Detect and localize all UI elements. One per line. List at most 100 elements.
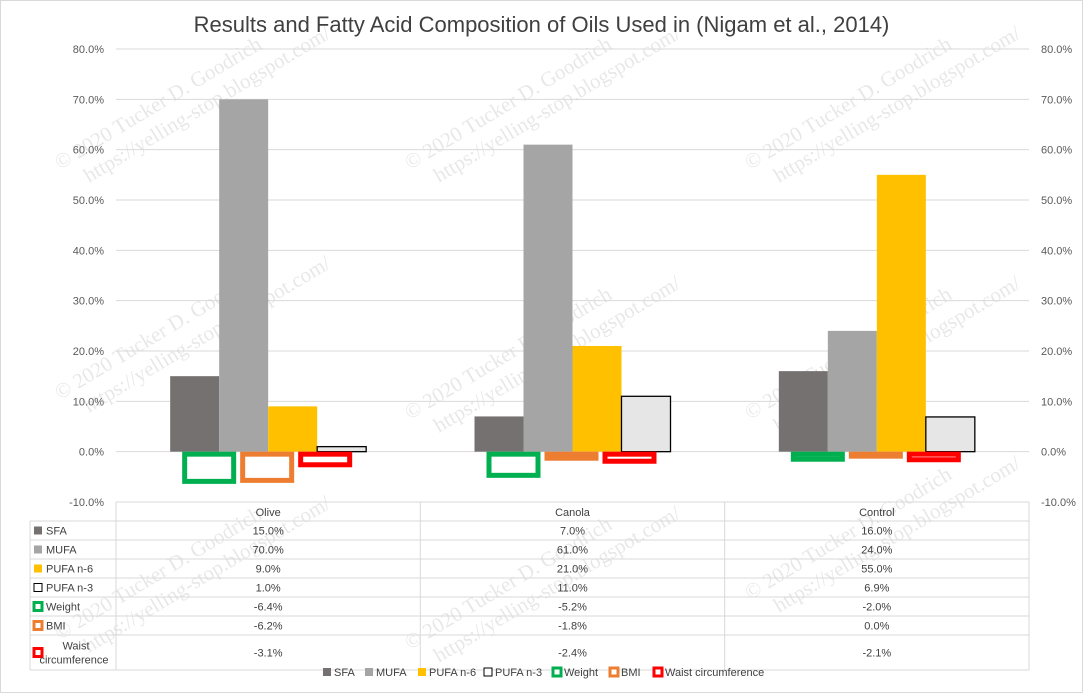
table-header-olive: Olive [256,507,281,519]
y2-tick-label: 80.0% [1041,44,1072,56]
legend-label-sfa: SFA [334,667,355,679]
watermark-text: © 2020 Tucker D. Goodrichhttps://yelling… [740,0,1024,197]
table-row-label-bmi: BMI [46,621,66,633]
y-tick-label: -10.0% [69,497,104,509]
bar-pufa-n-3-canola [620,395,672,453]
bar-sfa-control [778,371,828,452]
y-axis-right: -10.0% 0.0% 10.0% 20.0% 30.0% 40.0% 50.0% 60.0%… [1041,44,1076,509]
table-cell-waist-circumference-olive: -3.1% [254,648,283,660]
y2-tick-label: -10.0% [1041,497,1076,509]
y-axis-left: -10.0% 0.0% 10.0% 20.0% 30.0% 40.0% 50.0% 60.0%… [69,44,104,509]
y-tick-label: 0.0% [79,447,104,459]
y-tick-label: 40.0% [73,245,104,257]
table-cell-mufa-canola: 61.0% [557,545,588,557]
bar-bmi-control [848,451,903,459]
bar-sfa-olive [170,376,220,452]
legend-label-mufa: MUFA [376,667,407,679]
legend-key-pufa-n-3-table [33,583,43,592]
table-cell-weight-olive: -6.4% [254,602,283,614]
legend-label-pufa-n-6: PUFA n-6 [429,667,476,679]
legend-label-weight: Weight [564,667,598,679]
table-cell-sfa-control: 16.0% [861,526,892,538]
table-cell-mufa-control: 24.0% [861,545,892,557]
legend: SFA MUFA PUFA n-6 PUFA n-3 Weight BMI Waist ci… [323,666,764,679]
table-cell-pufa-n-6-olive: 9.0% [256,564,281,576]
chart-title: Results and Fatty Acid Composition of Oi… [193,12,890,37]
bar-mufa-control [827,330,877,452]
table-cell-pufa-n-6-canola: 21.0% [557,564,588,576]
bar-weight-control [790,451,845,462]
y-tick-label: 70.0% [73,94,104,106]
legend-key-waist-circumference-table [32,647,44,658]
bars [170,99,976,484]
table-cell-weight-canola: -5.2% [558,602,587,614]
table-cell-pufa-n-3-control: 6.9% [864,583,889,595]
legend-label-pufa-n-3: PUFA n-3 [495,667,542,679]
data-table: Olive Canola Control SFA 15.0% 7.0% 16.0% MUFA 7… [29,501,1030,671]
legend-key-waist-circumference [652,666,664,678]
y-tick-label: 60.0% [73,145,104,157]
legend-key-weight-table [32,601,44,612]
y2-tick-label: 70.0% [1041,94,1072,106]
bar-waist-circumference-control [906,451,961,463]
bar-mufa-canola [523,144,573,452]
table-header-canola: Canola [555,507,591,519]
table-cell-weight-control: -2.0% [862,602,891,614]
bar-sfa-canola [474,416,524,452]
bar-pufa-n-3-control [925,416,976,453]
y-tick-label: 80.0% [73,44,104,56]
legend-key-sfa [323,668,331,676]
table-row-label-sfa: SFA [46,526,67,538]
table-cell-pufa-n-6-control: 55.0% [861,564,892,576]
table-cell-bmi-canola: -1.8% [558,621,587,633]
y2-tick-label: 40.0% [1041,245,1072,257]
bar-bmi-canola [544,451,599,461]
y-tick-label: 10.0% [73,396,104,408]
legend-label-waist-circumference: Waist circumference [665,667,764,679]
y2-tick-label: 10.0% [1041,396,1072,408]
bar-pufa-n-3-olive [316,445,367,453]
table-header-control: Control [859,507,894,519]
y2-tick-label: 60.0% [1041,145,1072,157]
bar-pufa-n-6-olive [268,406,318,452]
table-cell-waist-circumference-canola: -2.4% [558,648,587,660]
y2-tick-label: 0.0% [1041,447,1066,459]
legend-key-mufa [365,668,373,676]
legend-label-bmi: BMI [621,667,641,679]
legend-key-bmi [608,666,620,678]
bar-waist-circumference-canola [602,451,657,464]
legend-key-pufa-n-6-table [34,564,42,573]
table-cell-sfa-canola: 7.0% [560,526,585,538]
bar-pufa-n-6-control [876,174,926,452]
table-cell-pufa-n-3-canola: 11.0% [557,583,588,595]
y-tick-label: 50.0% [73,195,104,207]
bar-bmi-olive [240,451,295,483]
legend-key-mufa-table [34,545,42,554]
y-tick-label: 30.0% [73,296,104,308]
table-cell-mufa-olive: 70.0% [253,545,284,557]
bar-waist-circumference-olive [298,451,353,468]
bar-pufa-n-6-canola [572,345,622,452]
table-cell-waist-circumference-control: -2.1% [862,648,891,660]
bar-weight-olive [182,451,237,484]
legend-key-sfa-table [34,526,42,535]
bar-mufa-olive [219,99,269,452]
table-row-label-pufa-n-6: PUFA n-6 [46,564,93,576]
table-row-label-waist-circumference: Waist circumference [39,641,108,667]
table-row-label-pufa-n-3: PUFA n-3 [46,583,93,595]
legend-key-weight [551,666,563,678]
y2-tick-label: 20.0% [1041,346,1072,358]
table-row-label-mufa: MUFA [46,545,77,557]
legend-key-bmi-table [32,620,44,631]
bar-weight-canola [486,451,541,478]
table-cell-bmi-olive: -6.2% [254,621,283,633]
table-cell-sfa-olive: 15.0% [253,526,284,538]
table-row-label-weight: Weight [46,602,80,614]
y2-tick-label: 50.0% [1041,195,1072,207]
legend-key-pufa-n-3 [483,667,493,677]
legend-key-pufa-n-6 [418,668,426,676]
y2-tick-label: 30.0% [1041,296,1072,308]
y-tick-label: 20.0% [73,346,104,358]
table-cell-pufa-n-3-olive: 1.0% [256,583,281,595]
